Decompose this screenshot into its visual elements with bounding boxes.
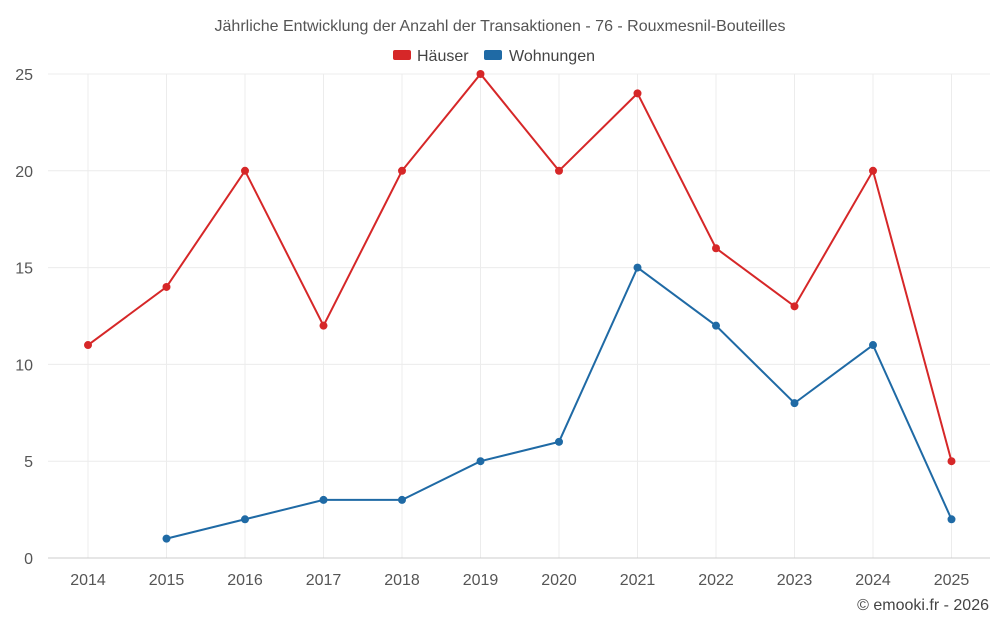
data-point-haeuser-2017[interactable] [319,321,328,330]
data-point-haeuser-2018[interactable] [398,166,406,175]
data-point-haeuser-2016[interactable] [241,166,249,175]
x-tick-label: 2014 [70,572,106,589]
data-point-haeuser-2019[interactable] [476,70,485,78]
x-tick-label: 2015 [149,572,185,589]
x-tick-label: 2024 [855,572,891,589]
data-point-haeuser-2014[interactable] [84,341,92,350]
data-point-wohnungen-2021[interactable] [633,263,642,272]
legend: Häuser Wohnungen [393,48,595,65]
legend-item-wohnungen[interactable]: Wohnungen [484,48,595,65]
data-point-wohnungen-2022[interactable] [712,321,720,330]
x-tick-label: 2025 [934,572,970,589]
y-tick-label: 0 [24,551,33,568]
data-point-wohnungen-2020[interactable] [555,437,563,446]
x-tick-label: 2023 [777,572,813,589]
data-point-wohnungen-2016[interactable] [241,515,249,524]
series [84,70,956,543]
gridlines [48,73,990,558]
chart-title: Jährliche Entwicklung der Anzahl der Tra… [215,18,786,35]
data-point-haeuser-2023[interactable] [790,302,799,311]
x-tick-label: 2021 [620,572,656,589]
data-point-wohnungen-2018[interactable] [398,495,406,504]
data-point-haeuser-2025[interactable] [947,457,956,466]
legend-swatch-wohnungen [484,50,502,60]
x-tick-label: 2018 [384,572,420,589]
x-tick-label: 2022 [698,572,734,589]
y-tick-label: 20 [15,164,33,181]
y-tick-label: 25 [15,67,33,84]
data-point-haeuser-2015[interactable] [162,282,171,291]
y-tick-label: 15 [15,261,33,278]
x-tick-label: 2016 [227,572,263,589]
credit-text: © emooki.fr - 2026 [857,597,989,614]
data-point-wohnungen-2025[interactable] [947,515,956,524]
x-tick-label: 2019 [463,572,499,589]
legend-swatch-haeuser [393,50,411,60]
data-point-wohnungen-2019[interactable] [476,457,485,466]
legend-item-haeuser[interactable]: Häuser [393,48,469,65]
series-wohnungen [162,263,956,543]
series-line-haeuser [87,72,953,462]
y-tick-label: 10 [15,357,33,374]
data-point-haeuser-2020[interactable] [555,166,563,175]
series-haeuser [84,70,956,466]
data-point-haeuser-2021[interactable] [633,89,642,98]
data-point-haeuser-2022[interactable] [712,244,720,253]
x-tick-label: 2017 [306,572,342,589]
data-point-wohnungen-2017[interactable] [319,495,328,504]
data-point-wohnungen-2024[interactable] [869,341,877,350]
x-tick-label: 2020 [541,572,577,589]
data-point-wohnungen-2023[interactable] [790,399,799,408]
legend-label-wohnungen: Wohnungen [509,48,595,65]
y-tick-label: 5 [24,454,33,471]
data-point-wohnungen-2015[interactable] [162,534,171,543]
legend-label-haeuser: Häuser [417,48,469,65]
data-point-haeuser-2024[interactable] [869,166,877,175]
